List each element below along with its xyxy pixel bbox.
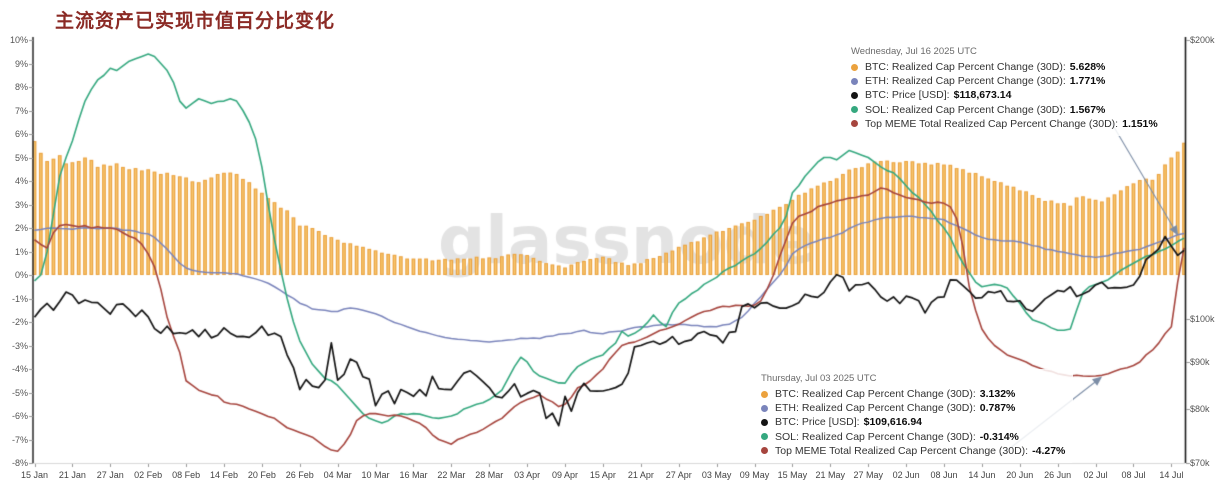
price-series-dot-icon [761, 419, 768, 426]
tooltip-label: Top MEME Total Realized Cap Percent Chan… [865, 117, 1119, 130]
tooltip-value: 0.787% [979, 402, 1016, 415]
tooltip-label: BTC: Price [USD]: [775, 416, 860, 429]
tooltip-label: ETH: Realized Cap Percent Change (30D): [775, 402, 976, 415]
tooltip-row-btc_bar: BTC: Realized Cap Percent Change (30D): 3… [759, 387, 1065, 401]
tooltip-date: Thursday, Jul 03 2025 UTC [761, 373, 877, 384]
tooltip-date: Wednesday, Jul 16 2025 UTC [851, 46, 977, 57]
btc_bar-series-dot-icon [761, 390, 768, 398]
tooltip-label: BTC: Realized Cap Percent Change (30D): [775, 388, 976, 400]
tooltip-jul03: Thursday, Jul 03 2025 UTC BTC: Realized C… [753, 369, 1074, 464]
tooltip-value: -4.27% [1032, 444, 1066, 457]
tooltip-value: 1.567% [1069, 103, 1106, 116]
tooltip-value: $109,616.94 [863, 416, 923, 429]
tooltip-value: 1.151% [1122, 117, 1158, 130]
meme-series-dot-icon [851, 120, 858, 128]
tooltip-label: BTC: Realized Cap Percent Change (30D): [865, 61, 1066, 73]
tooltip-row-eth: ETH: Realized Cap Percent Change (30D): 1… [849, 74, 1158, 88]
tooltip-row-price: BTC: Price [USD]: $109,616.94 [759, 415, 1065, 429]
tooltip-row-price: BTC: Price [USD]: $118,673.14 [849, 88, 1158, 102]
tooltip-value: $118,673.14 [953, 89, 1012, 102]
tooltip-label: ETH: Realized Cap Percent Change (30D): [865, 75, 1066, 88]
tooltip-value: 3.132% [979, 388, 1016, 400]
eth-series-dot-icon [761, 404, 768, 412]
tooltip-label: BTC: Price [USD]: [865, 89, 950, 102]
tooltip-value: 5.628% [1069, 61, 1106, 73]
tooltip-label: SOL: Realized Cap Percent Change (30D): [865, 103, 1066, 116]
tooltip-row-meme: Top MEME Total Realized Cap Percent Chan… [759, 444, 1065, 458]
tooltip-row-sol: SOL: Realized Cap Percent Change (30D): -… [759, 430, 1065, 444]
sol-series-dot-icon [761, 433, 768, 441]
chart-title: 主流资产已实现市值百分比变化 [55, 11, 336, 32]
tooltip-row-meme: Top MEME Total Realized Cap Percent Chan… [849, 117, 1158, 131]
tooltip-label: SOL: Realized Cap Percent Change (30D): [775, 430, 976, 443]
tooltip-jul16: Wednesday, Jul 16 2025 UTC BTC: Realized … [843, 42, 1166, 137]
btc_bar-series-dot-icon [851, 63, 858, 71]
eth-series-dot-icon [851, 77, 858, 85]
price-series-dot-icon [851, 92, 858, 99]
tooltip-row-btc_bar: BTC: Realized Cap Percent Change (30D): 5… [849, 60, 1158, 74]
tooltip-label: Top MEME Total Realized Cap Percent Chan… [775, 444, 1029, 457]
tooltip-value: -0.314% [979, 430, 1019, 443]
tooltip-row-sol: SOL: Realized Cap Percent Change (30D): 1… [849, 103, 1158, 117]
sol-series-dot-icon [851, 106, 858, 114]
tooltip-row-eth: ETH: Realized Cap Percent Change (30D): 0… [759, 401, 1065, 415]
meme-series-dot-icon [761, 447, 768, 455]
tooltip-value: 1.771% [1069, 75, 1106, 88]
